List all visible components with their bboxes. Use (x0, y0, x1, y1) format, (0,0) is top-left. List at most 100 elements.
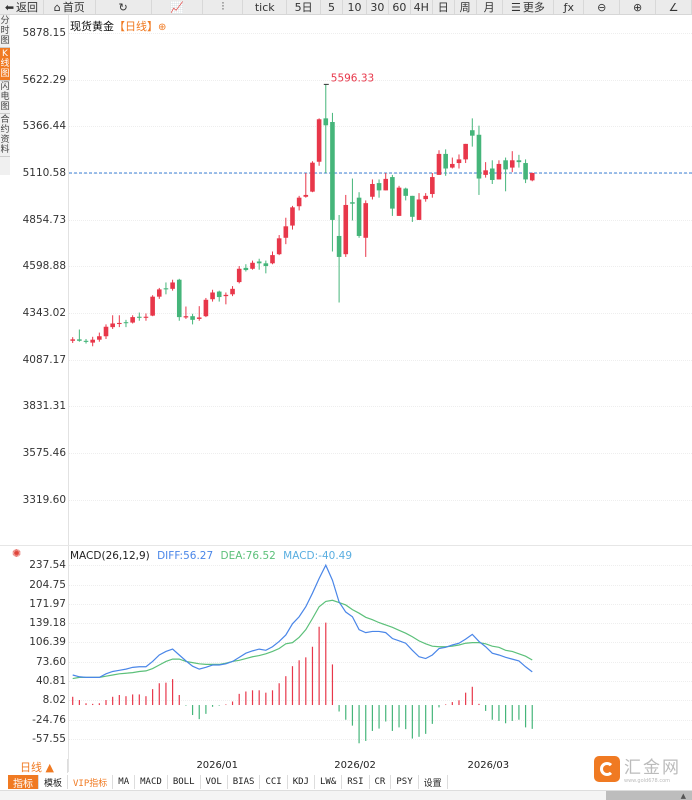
candle (243, 264, 249, 272)
candle-body (529, 172, 535, 181)
toolbar-button-60[interactable]: 60 (389, 0, 411, 14)
toolbar-button-5日[interactable]: 5日 (287, 0, 322, 14)
toolbar-label: 周 (459, 1, 471, 14)
toolbar-button-tick[interactable]: tick (243, 0, 288, 14)
gridline (69, 584, 692, 586)
candle-body (456, 159, 462, 164)
candle (476, 125, 482, 195)
toolbar-button-zoom-in[interactable]: ⊕ (620, 0, 657, 14)
toolbar-button-返回[interactable]: ⬅ 返回 (0, 0, 44, 14)
candle-body (190, 316, 195, 320)
toolbar-button-4H[interactable]: 4H (411, 0, 433, 14)
toolbar-button-首页[interactable]: ⌂ 首页 (44, 0, 96, 14)
candle (223, 292, 229, 305)
toolbar-button-月[interactable]: 月 (477, 0, 503, 14)
indicator-tab-模板[interactable]: 模板 (39, 775, 69, 789)
candle-body (230, 288, 235, 295)
function-icon: ƒx (563, 0, 575, 14)
indicator-tab-vip指标[interactable]: VIP指标 (68, 775, 114, 789)
candle-body (290, 207, 295, 226)
toolbar-button-更多[interactable]: ☰ 更多 (503, 0, 555, 14)
candle (250, 260, 255, 270)
candle-body (356, 197, 362, 236)
indicator-tab-rsi[interactable]: RSI (342, 775, 370, 789)
price-tick-label: 5366.44 (22, 120, 66, 133)
candle (316, 118, 322, 166)
candle-body (123, 322, 129, 324)
candle-body (137, 316, 142, 318)
settings-gear-icon[interactable]: ✺ (12, 547, 22, 560)
date-tick-label: 2026/03 (467, 760, 510, 771)
candle-body (143, 316, 149, 318)
candle (496, 160, 502, 180)
macd-tick-label: -24.76 (32, 713, 66, 726)
candle (376, 179, 382, 198)
toolbar-button-refresh[interactable]: ↻ (96, 0, 152, 14)
indicator-tab-bias[interactable]: BIAS (228, 775, 261, 789)
candle (323, 84, 329, 174)
indicator-tabs: 指标 模板 VIP指标 MA MACD BOLL VOL BIAS CCI KDJ LW& RSI CR… (8, 775, 448, 790)
price-tick-label: 4598.88 (22, 260, 66, 273)
side-tab-3[interactable]: 合约资料 (0, 115, 10, 157)
indicator-tab-cr[interactable]: CR (370, 775, 392, 789)
toolbar-button-zoom-out[interactable]: ⊖ (584, 0, 621, 14)
candle-body (110, 323, 115, 328)
gridline (69, 79, 692, 81)
indicator-tab-cci[interactable]: CCI (260, 775, 288, 789)
period-selector[interactable]: 日线 ▲ (8, 759, 68, 774)
toolbar-button-30[interactable]: 30 (367, 0, 389, 14)
candle-body (196, 317, 202, 319)
toolbar-button-function[interactable]: ƒx (554, 0, 585, 14)
indicator-tab-boll[interactable]: BOLL (168, 775, 201, 789)
toolbar-button-10[interactable]: 10 (343, 0, 367, 14)
candle-body (470, 130, 475, 136)
candle-body (183, 316, 189, 318)
side-tab-0[interactable]: 分时图 (0, 16, 10, 48)
gridline (69, 681, 692, 682)
candle-body (330, 122, 335, 220)
indicator-tab-ma[interactable]: MA (113, 775, 136, 789)
candle-body (83, 340, 89, 342)
side-tab-2[interactable]: 闪电图 (0, 82, 10, 114)
indicator-tab-vol[interactable]: VOL (201, 775, 228, 789)
candle-body (270, 255, 275, 264)
toolbar-button-日[interactable]: 日 (433, 0, 455, 14)
horizontal-scrollbar[interactable]: ▲ (0, 790, 692, 800)
scrollbar-thumb[interactable] (606, 791, 692, 800)
gridline (69, 700, 692, 702)
toolbar-button-line-chart[interactable]: 📈 (152, 0, 204, 14)
candle (203, 297, 209, 318)
macd-tick-label: -57.55 (32, 732, 66, 745)
gridline (69, 359, 692, 361)
candle (150, 295, 155, 317)
candle-body (117, 322, 122, 325)
indicator-tab-设置[interactable]: 设置 (419, 775, 448, 789)
candle-body (350, 202, 355, 204)
indicator-tab-psy[interactable]: PSY (391, 775, 419, 789)
toolbar-button-5[interactable]: 5 (321, 0, 344, 14)
candle-body (509, 160, 515, 168)
candle-body (403, 188, 408, 196)
side-tab-1[interactable]: K线图 (0, 48, 10, 81)
indicator-tab-指标[interactable]: 指标 (8, 775, 39, 790)
candle-body (156, 289, 162, 297)
candle-body (70, 339, 75, 341)
indicator-tab-lw&[interactable]: LW& (315, 775, 343, 789)
price-tick-label: 4854.73 (22, 213, 66, 226)
indicator-tab-macd[interactable]: MACD (135, 775, 168, 789)
candle (296, 195, 302, 211)
candle-body (103, 326, 109, 337)
candle-body (443, 153, 448, 169)
toolbar-button-周[interactable]: 周 (455, 0, 477, 14)
toolbar-button-draw[interactable]: ∠ (656, 0, 692, 14)
toolbar-label: 5 (328, 0, 336, 14)
toolbar-button-candlestick[interactable]: ⫶ (203, 0, 244, 14)
max-price-label: 5596.33 (331, 72, 374, 84)
candle-body (370, 183, 375, 197)
gridline (69, 406, 692, 408)
add-icon[interactable]: ⊕ (158, 22, 167, 33)
indicator-tab-kdj[interactable]: KDJ (288, 775, 315, 789)
scroll-up-icon[interactable]: ▲ (680, 792, 686, 800)
toolbar-label: 60 (392, 0, 407, 14)
